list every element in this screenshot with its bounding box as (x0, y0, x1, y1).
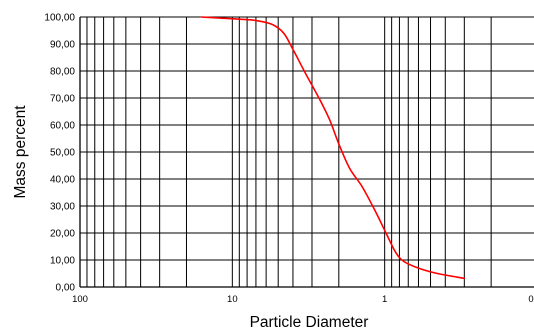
series-line (200, 16, 466, 280)
x-tick-label: 1 (382, 294, 387, 305)
y-tick-label: 20,00 (50, 229, 75, 240)
horizontal-gridlines (80, 16, 534, 261)
y-tick-label: 60,00 (50, 121, 75, 132)
series-group (200, 16, 466, 280)
y-tick-label: 30,00 (50, 202, 75, 213)
x-tick-label: 0 (528, 294, 533, 305)
x-tick-label: 100 (72, 294, 88, 305)
y-tick-label: 70,00 (50, 94, 75, 105)
y-tick-label: 90,00 (50, 40, 75, 51)
x-axis-tick-labels: 100 10 1 0 (72, 294, 534, 305)
y-tick-label: 50,00 (50, 148, 75, 159)
y-tick-label: 80,00 (50, 67, 75, 78)
y-tick-label: 100,00 (44, 13, 75, 24)
x-tick-label: 10 (227, 294, 238, 305)
y-tick-label: 10,00 (50, 256, 75, 267)
y-tick-label: 0,00 (56, 283, 76, 294)
y-tick-label: 40,00 (50, 175, 75, 186)
y-axis-title: Mass percent (12, 105, 29, 199)
x-axis-title: Particle Diameter (250, 314, 369, 329)
y-axis-tick-labels: 0,00 10,00 20,00 30,00 40,00 50,00 60,00 70,00 8… (44, 13, 75, 294)
